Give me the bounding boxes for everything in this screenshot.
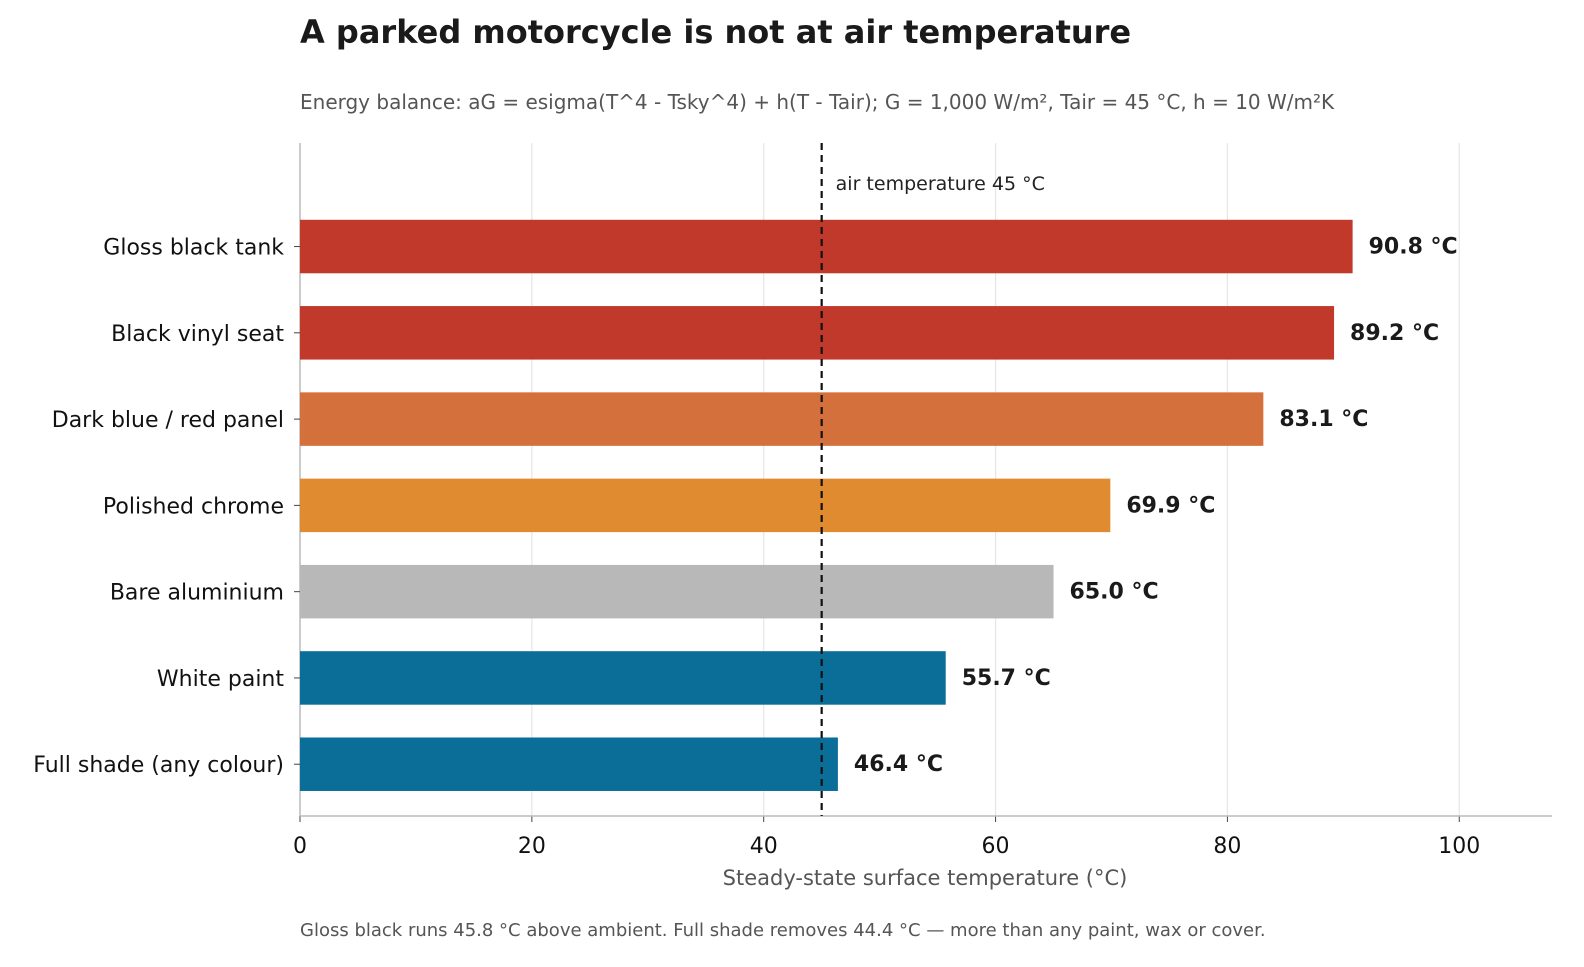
value-label-5: 55.7 °C bbox=[962, 666, 1051, 691]
bar-5 bbox=[300, 651, 946, 705]
x-tick-label-60: 60 bbox=[982, 834, 1010, 859]
value-label-4: 65.0 °C bbox=[1070, 580, 1159, 605]
y-tick-label-4: Bare aluminium bbox=[110, 581, 284, 606]
chart-subtitle: Energy balance: aG = esigma(T^4 - Tsky^4… bbox=[300, 90, 1335, 114]
bar-3 bbox=[300, 478, 1111, 533]
footnote: Gloss black runs 45.8 °C above ambient. … bbox=[300, 920, 1266, 941]
value-label-3: 69.9 °C bbox=[1126, 493, 1215, 518]
y-tick-label-1: Black vinyl seat bbox=[111, 322, 284, 347]
bar-0 bbox=[300, 219, 1353, 274]
x-tick-label-0: 0 bbox=[293, 834, 307, 859]
value-label-0: 90.8 °C bbox=[1369, 235, 1458, 260]
value-label-6: 46.4 °C bbox=[854, 752, 943, 777]
y-tick-label-3: Polished chrome bbox=[103, 494, 284, 519]
x-axis-label: Steady-state surface temperature (°C) bbox=[723, 866, 1128, 890]
chart-title: A parked motorcycle is not at air temper… bbox=[300, 13, 1131, 51]
x-tick-label-100: 100 bbox=[1438, 834, 1480, 859]
value-label-2: 83.1 °C bbox=[1279, 407, 1368, 432]
x-tick-label-20: 20 bbox=[518, 834, 546, 859]
y-tick-label-0: Gloss black tank bbox=[103, 236, 284, 261]
bars bbox=[300, 219, 1353, 791]
labels: Gloss black tank 90.8 °C Black vinyl seat 8… bbox=[33, 235, 1457, 779]
reference-line-label: air temperature 45 °C bbox=[836, 173, 1045, 195]
bar-2 bbox=[300, 392, 1264, 446]
axes: 0 20 40 60 80 100 bbox=[293, 143, 1552, 859]
y-tick-label-6: Full shade (any colour) bbox=[33, 753, 284, 778]
bar-6 bbox=[300, 737, 838, 791]
y-tick-label-5: White paint bbox=[157, 667, 284, 692]
bar-1 bbox=[300, 306, 1335, 360]
y-tick-label-2: Dark blue / red panel bbox=[52, 408, 284, 433]
bar-4 bbox=[300, 564, 1054, 619]
reference-line-group: air temperature 45 °C bbox=[820, 143, 1045, 816]
value-label-1: 89.2 °C bbox=[1350, 321, 1439, 346]
x-tick-label-80: 80 bbox=[1213, 834, 1241, 859]
x-tick-label-40: 40 bbox=[750, 834, 778, 859]
